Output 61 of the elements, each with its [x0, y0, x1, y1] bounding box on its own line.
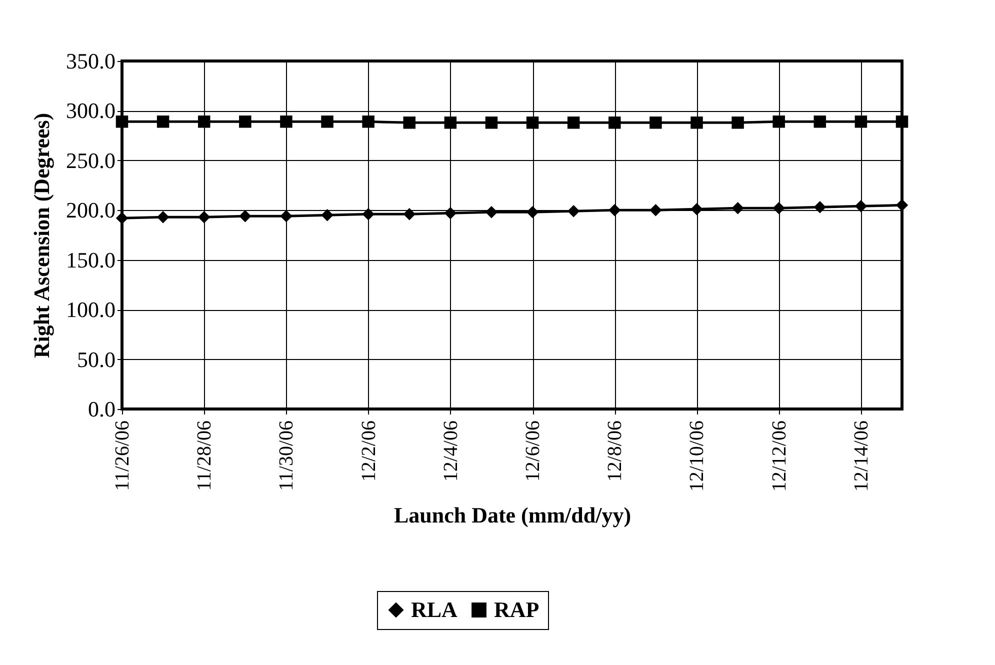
y-tick-label: 350.0 — [66, 48, 116, 74]
x-tick-label: 11/28/06 — [194, 420, 216, 491]
point — [239, 116, 252, 128]
x-tick-label: 12/14/06 — [850, 420, 872, 492]
point — [526, 206, 539, 218]
point — [772, 202, 785, 214]
legend-label: RAP — [494, 597, 540, 622]
point — [732, 202, 744, 214]
point — [772, 116, 785, 128]
point — [280, 116, 292, 128]
point — [403, 208, 416, 220]
x-tick-label: 12/8/06 — [604, 420, 626, 482]
point — [362, 116, 374, 128]
point — [567, 205, 580, 218]
y-tick-label: 50.0 — [77, 346, 116, 372]
y-tick-label: 300.0 — [66, 98, 116, 124]
x-tick-label: 12/10/06 — [686, 420, 708, 492]
point — [362, 208, 374, 220]
point — [444, 207, 457, 220]
x-tick-label: 11/26/06 — [112, 420, 134, 491]
y-tick-label: 0.0 — [88, 396, 116, 422]
point — [854, 200, 868, 212]
legend-label: RLA — [411, 597, 458, 622]
point — [608, 116, 621, 129]
point — [485, 206, 498, 218]
point — [198, 116, 210, 128]
point — [403, 116, 416, 129]
point — [156, 116, 170, 128]
point — [814, 201, 826, 214]
y-tick-label: 100.0 — [66, 297, 116, 322]
point — [814, 116, 826, 128]
y-tick-label: 150.0 — [66, 247, 116, 272]
y-axis-title: Right Ascension (Degrees) — [29, 112, 54, 358]
point — [690, 116, 703, 129]
point — [650, 116, 662, 129]
x-tick-label: 12/2/06 — [358, 420, 380, 482]
point — [854, 116, 868, 128]
y-tick-label: 250.0 — [66, 148, 116, 173]
x-tick-label: 11/30/06 — [276, 420, 298, 491]
point — [526, 116, 539, 129]
point — [608, 204, 621, 216]
y-tick-label: 200.0 — [66, 198, 116, 223]
x-tick-label: 12/6/06 — [522, 420, 544, 482]
point — [280, 210, 292, 222]
point — [116, 116, 128, 128]
point — [485, 116, 498, 129]
x-tick-label: 12/12/06 — [768, 420, 790, 492]
point — [321, 116, 334, 128]
point — [896, 116, 908, 128]
point — [896, 199, 908, 212]
point — [321, 208, 334, 222]
point — [198, 210, 210, 224]
point — [690, 203, 703, 216]
point — [567, 116, 580, 129]
point — [156, 210, 170, 224]
point — [650, 204, 662, 216]
x-axis-title: Launch Date (mm/dd/yy) — [394, 502, 632, 528]
point — [732, 116, 744, 129]
point — [239, 210, 252, 222]
point — [444, 116, 457, 129]
x-tick-label: 12/4/06 — [440, 420, 462, 482]
